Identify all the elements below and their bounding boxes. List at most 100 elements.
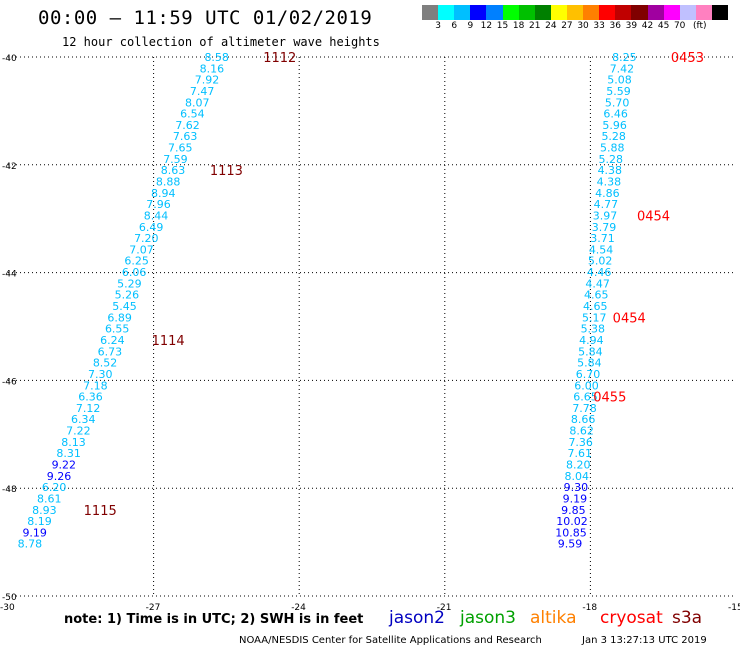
wave-height-label: 7.59: [163, 153, 188, 166]
wave-height-label: 5.17: [582, 311, 607, 324]
wave-height-label: 8.13: [61, 436, 86, 449]
legend-jason2: jason2: [389, 608, 445, 628]
color-swatch: [663, 5, 680, 20]
wave-height-label: 3.97: [593, 209, 618, 222]
wave-height-label: 7.22: [66, 425, 91, 438]
wave-height-label: 4.65: [584, 289, 609, 302]
color-swatch: [631, 5, 648, 20]
color-scale-label: 6: [451, 21, 458, 31]
wave-height-label: 7.07: [129, 243, 154, 256]
x-tick-label: -18: [582, 603, 597, 613]
color-swatch: [679, 5, 696, 20]
wave-height-label: 3.71: [590, 232, 615, 245]
time-label: 1112: [263, 51, 296, 66]
wave-height-label: 8.25: [612, 51, 637, 64]
color-swatch: [583, 5, 600, 20]
wave-height-label: 7.36: [568, 436, 593, 449]
color-swatch: [502, 5, 519, 20]
wave-height-label: 9.85: [561, 504, 586, 517]
wave-height-label: 3.79: [592, 221, 617, 234]
legend-s3a: s3a: [672, 608, 703, 628]
wave-height-label: 6.73: [98, 345, 123, 358]
color-scale-label: 18: [512, 21, 525, 31]
wave-height-label: 8.19: [27, 515, 52, 528]
color-scale-label: 45: [657, 21, 670, 31]
y-tick-label: -46: [2, 377, 17, 387]
color-scale-label: 12: [480, 21, 493, 31]
color-scale-label: 33: [593, 21, 605, 31]
wave-height-label: 6.89: [107, 311, 132, 324]
color-scale-label: 70: [673, 21, 686, 31]
time-label: 0454: [613, 311, 646, 326]
color-scale-label: 21: [529, 21, 541, 31]
wave-height-label: 5.84: [578, 345, 603, 358]
wave-height-label: 7.42: [610, 62, 635, 75]
wave-height-label: 8.58: [204, 51, 229, 64]
color-scale-label: 42: [641, 21, 654, 31]
x-tick-label: -24: [291, 603, 306, 613]
color-swatch: [534, 5, 551, 20]
color-swatch: [566, 5, 584, 20]
y-tick-label: -40: [2, 54, 17, 64]
time-label: 0453: [671, 51, 704, 66]
wave-height-label: 5.28: [599, 153, 624, 166]
color-scale-label: 27: [561, 21, 573, 31]
color-swatch: [647, 5, 664, 20]
wave-height-label: 7.61: [567, 447, 592, 460]
wave-height-label: 5.38: [581, 323, 606, 336]
wave-height-label: 6.36: [78, 391, 103, 404]
wave-height-label: 7.78: [572, 402, 597, 415]
wave-height-label: 7.18: [83, 379, 108, 392]
wave-height-label: 4.54: [589, 243, 614, 256]
wave-height-label: 7.20: [134, 232, 159, 245]
wave-height-label: 5.84: [577, 357, 602, 370]
wave-height-label: 4.38: [597, 176, 622, 189]
color-swatch: [518, 5, 535, 20]
time-label: 1113: [210, 164, 243, 179]
footer-credit: NOAA/NESDIS Center for Satellite Applica…: [239, 635, 542, 646]
color-scale-label: 39: [625, 21, 638, 31]
wave-height-label: 9.22: [52, 458, 77, 471]
wave-height-label: 6.70: [576, 368, 601, 381]
color-swatch: [470, 5, 487, 20]
footer-generated-time: Jan 3 13:27:13 UTC 2019: [582, 635, 707, 646]
footer-note: note: 1) Time is in UTC; 2) SWH is in fe…: [64, 612, 364, 627]
wave-height-label: 7.63: [173, 130, 198, 143]
wave-height-label: 6.46: [603, 108, 628, 121]
wave-height-label: 7.65: [168, 142, 193, 155]
color-scale-label: 9: [467, 21, 474, 31]
wave-height-label: 5.08: [607, 74, 632, 87]
wave-height-label: 9.19: [22, 526, 47, 539]
y-tick-label: -48: [2, 485, 17, 495]
wave-height-label: 8.31: [56, 447, 81, 460]
x-tick-label: -30: [0, 603, 15, 613]
wave-height-label: 5.96: [602, 119, 627, 132]
wave-height-label: 6.65: [573, 391, 598, 404]
wave-height-label: 5.02: [588, 255, 613, 268]
wave-height-label: 7.96: [146, 198, 171, 211]
page-title: 00:00 – 11:59 UTC 01/02/2019: [38, 7, 373, 29]
color-swatch: [615, 5, 632, 20]
time-label: 0455: [593, 391, 626, 406]
wave-height-label: 5.70: [605, 96, 630, 109]
color-swatch: [599, 5, 616, 20]
wave-height-label: 7.47: [190, 85, 215, 98]
color-swatch: [454, 5, 471, 20]
wave-height-label: 10.02: [556, 515, 588, 528]
color-scale-labels: 3 6 9 12 15 18 21 24 27 30 33 36 39 42 45 70 (ft): [422, 21, 740, 33]
wave-height-label: 6.25: [124, 255, 149, 268]
time-label: 0454: [637, 209, 670, 224]
color-scale-bar: [422, 5, 729, 20]
wave-height-label: 9.59: [558, 538, 583, 551]
wave-height-label: 4.86: [595, 187, 620, 200]
color-swatch: [486, 5, 503, 20]
color-scale-label: 3: [435, 21, 441, 31]
color-swatch: [438, 5, 455, 20]
wave-height-label: 10.85: [555, 526, 587, 539]
wave-height-label: 5.28: [601, 130, 626, 143]
wave-height-label: 6.54: [180, 108, 205, 121]
wave-height-label: 6.00: [574, 379, 599, 392]
wave-height-label: 8.94: [151, 187, 176, 200]
wave-height-label: 7.30: [88, 368, 113, 381]
